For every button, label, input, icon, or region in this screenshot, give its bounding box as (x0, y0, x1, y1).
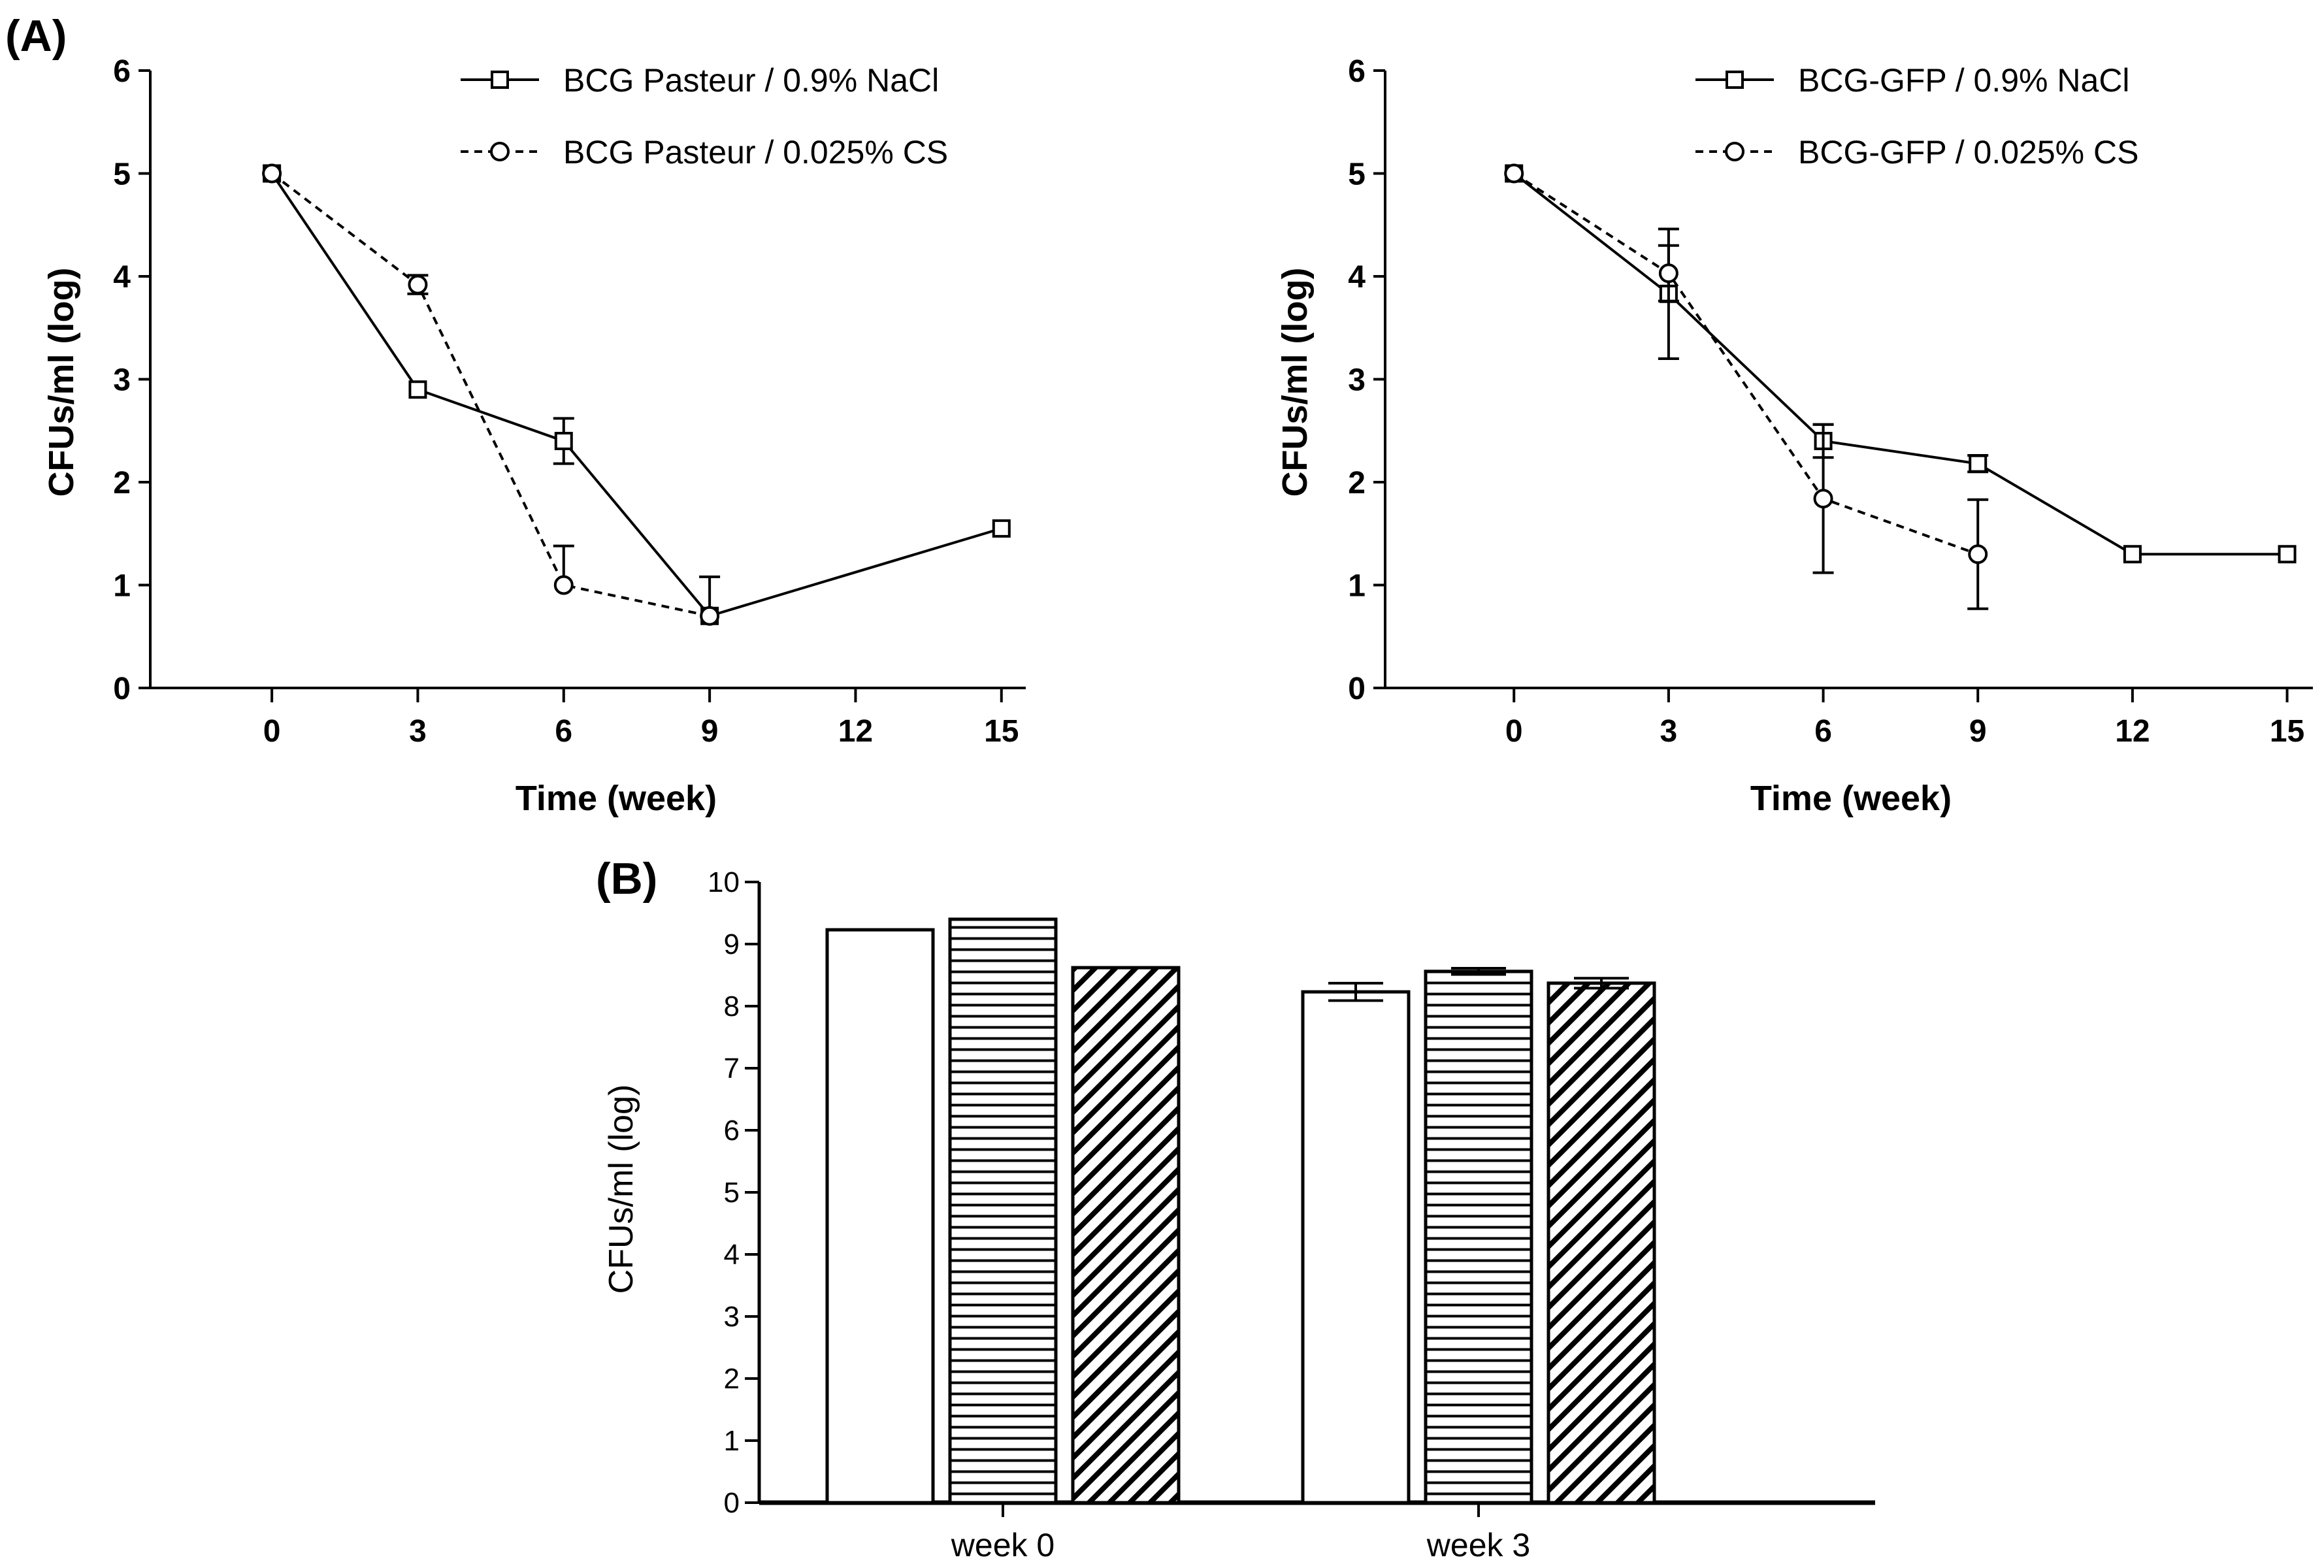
y-tick-label: 2 (113, 466, 131, 500)
data-point-circle (262, 163, 282, 184)
y-tick-label: 4 (113, 260, 131, 295)
chart-a-left-legend: BCG Pasteur / 0.9% NaCl BCG Pasteur / 0.… (461, 62, 948, 171)
series-line (270, 172, 710, 617)
y-tick-label: 3 (1348, 363, 1366, 398)
y-tick-label: 6 (724, 1115, 740, 1147)
y-tick-label: 3 (724, 1301, 740, 1333)
bar-horizontal-stripes (948, 917, 1058, 1505)
y-axis-title: CFUs/ml (log) (1275, 268, 1315, 497)
x-tick-label: 9 (701, 714, 719, 749)
y-tick-label: 4 (1348, 260, 1366, 295)
x-tick-label: 6 (1814, 714, 1832, 749)
legend-marker-circle (1725, 142, 1744, 161)
panel-b-label: (B) (596, 854, 657, 904)
category-label: week 3 (1426, 1527, 1530, 1563)
legend-marker-square (491, 71, 509, 89)
legend-entry-1: BCG Pasteur / 0.9% NaCl (461, 62, 939, 99)
y-tick-label: 4 (724, 1239, 740, 1271)
y-tick-label: 5 (1348, 157, 1366, 192)
series-2 (262, 163, 721, 626)
y-tick-label: 5 (113, 157, 131, 192)
x-tick-label: 3 (1660, 714, 1678, 749)
data-point-circle (1658, 263, 1678, 284)
series-2 (1504, 163, 1989, 610)
series-line (1513, 172, 1978, 556)
series-1 (1505, 164, 2297, 564)
chart-b-axes: 0 1 2 3 4 5 6 7 8 9 10 week 0 week 3 (708, 866, 1875, 1563)
legend-marker-circle (490, 142, 510, 161)
data-point-circle (553, 575, 574, 595)
y-tick-label: 9 (724, 928, 740, 960)
legend-entry-2: BCG-GFP / 0.025% CS (1695, 134, 2138, 171)
chart-a-left-series (262, 163, 1011, 626)
x-axis-title: Time (week) (1750, 779, 1952, 818)
y-tick-label: 0 (1348, 672, 1366, 706)
y-tick-label: 3 (113, 363, 131, 398)
legend-label-1: BCG-GFP / 0.9% NaCl (1798, 62, 2130, 99)
legend-label-2: BCG-GFP / 0.025% CS (1798, 134, 2138, 171)
chart-a-right-legend: BCG-GFP / 0.9% NaCl BCG-GFP / 0.025% CS (1695, 62, 2138, 171)
bar-diagonal-hatch (1071, 966, 1181, 1505)
y-tick-label: 1 (724, 1425, 740, 1457)
legend-label-1: BCG Pasteur / 0.9% NaCl (563, 62, 939, 99)
y-tick-label: 7 (724, 1053, 740, 1085)
data-point-circle (1504, 163, 1524, 184)
x-axis-title: Time (week) (516, 779, 717, 818)
x-tick-label: 0 (263, 714, 281, 749)
series-line (270, 172, 1002, 618)
bar-open (1301, 990, 1411, 1505)
y-tick-label: 0 (724, 1487, 740, 1519)
data-point-square (992, 519, 1011, 538)
x-tick-label: 9 (1969, 714, 1987, 749)
x-tick-label: 0 (1505, 714, 1523, 749)
chart-a-right-series (1504, 163, 2297, 610)
data-point-circle (408, 274, 428, 295)
y-tick-label: 6 (1348, 54, 1366, 89)
bar-open (825, 928, 935, 1505)
series-1 (263, 164, 1011, 625)
y-tick-label: 6 (113, 54, 131, 89)
y-axis-title: CFUs/ml (log) (42, 268, 81, 497)
series-line (1513, 172, 2287, 556)
x-tick-label: 6 (555, 714, 572, 749)
panel-a-label: (A) (5, 11, 67, 61)
y-tick-label: 8 (724, 990, 740, 1022)
legend-entry-2: BCG Pasteur / 0.025% CS (461, 134, 948, 171)
data-point-square (1969, 454, 1988, 473)
y-tick-label: 1 (1348, 569, 1366, 604)
legend-label-2: BCG Pasteur / 0.025% CS (563, 134, 948, 171)
x-tick-label: 12 (2115, 714, 2150, 749)
chart-b: 0 1 2 3 4 5 6 7 8 9 10 week 0 week 3 CFUs/ml (log) (602, 866, 1875, 1563)
data-point-circle (1968, 544, 1988, 564)
x-tick-label: 15 (2270, 714, 2304, 749)
y-tick-label: 0 (113, 672, 131, 706)
y-tick-label: 1 (113, 569, 131, 604)
x-tick-label: 15 (984, 714, 1019, 749)
y-tick-label: 5 (724, 1177, 740, 1209)
legend-marker-square (1726, 71, 1744, 89)
data-point-square (2278, 545, 2297, 564)
legend-entry-1: BCG-GFP / 0.9% NaCl (1695, 62, 2130, 99)
y-tick-label: 2 (1348, 466, 1366, 500)
data-point-circle (700, 606, 720, 626)
x-tick-label: 12 (838, 714, 873, 749)
chart-b-bars (825, 917, 1656, 1505)
bar-diagonal-hatch (1547, 981, 1656, 1505)
y-axis-title: CFUs/ml (log) (602, 1085, 640, 1294)
data-point-circle (1813, 489, 1833, 509)
y-tick-label: 10 (708, 866, 740, 898)
category-label: week 0 (951, 1527, 1055, 1563)
bar-horizontal-stripes (1424, 970, 1533, 1505)
data-point-square (554, 432, 573, 450)
y-tick-label: 2 (724, 1363, 740, 1395)
data-point-square (408, 380, 427, 399)
data-point-square (2123, 545, 2142, 564)
x-tick-label: 3 (409, 714, 427, 749)
